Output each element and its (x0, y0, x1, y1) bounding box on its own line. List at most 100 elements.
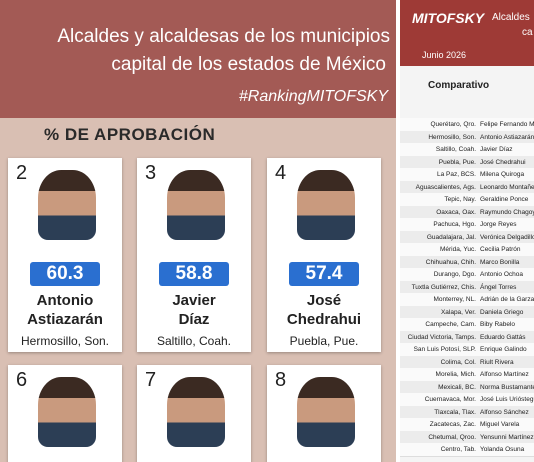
list-row: Zacatecas, Zac. Miguel Varela (400, 418, 534, 432)
mayor: José Luis Urióstegu (480, 396, 534, 403)
list-row: Oaxaca, Oax. Raymundo Chagoya (400, 205, 534, 219)
score: 57.4 (289, 262, 359, 286)
list-row: Monterrey, NL. Adrián de la Garza (400, 293, 534, 307)
photo (297, 170, 355, 240)
list-row: Hermosillo, Son. Antonio Astiazarán (400, 130, 534, 144)
mayor: Yolanda Osuna (480, 446, 525, 453)
city: Durango, Dgo. (433, 271, 476, 278)
city: Tlaxcala, Tlax. (434, 408, 476, 416)
mayor: Yensunni Martínez (480, 433, 534, 441)
city: Saltillo, Coah. (435, 146, 476, 153)
date: Junio 2026 (422, 50, 467, 60)
mayor: Enrique Galindo (480, 346, 527, 353)
list-row: La Paz, BCS. Milena Quiroga (400, 168, 534, 182)
photo (167, 170, 225, 240)
photo (38, 170, 96, 240)
list-row: Chihuahua, Chih. Marco Bonilla (400, 255, 534, 269)
mayor: Milena Quiroga (480, 171, 525, 178)
mayor: Javier Díaz (480, 146, 513, 153)
candidate-card: 3 58.8 Javier Díaz Saltillo, Coah. (137, 158, 251, 352)
title-line: capital de los estados de México (111, 54, 386, 75)
side-header: MITOFSKY Junio 2026 Alcaldes ca (400, 0, 534, 66)
name: José (306, 292, 342, 309)
list-row: Tuxtla Gutiérrez, Chis. Ángel Torres (400, 280, 534, 294)
mayor: Antonio Ochoa (480, 271, 524, 278)
mayor: Ángel Torres (480, 283, 517, 291)
mayor: Raymundo Chagoya (480, 208, 534, 216)
mayor: Daniela Griego (480, 308, 524, 316)
city: Ciudad Victoria, Tamps. (407, 333, 476, 341)
mayor: Alfonso Sánchez (480, 408, 529, 416)
city: Mexicali, BC. (438, 383, 476, 391)
candidate-card: 6 (8, 365, 122, 462)
mayor: Geraldine Ponce (480, 196, 529, 203)
side-panel: MITOFSKY Junio 2026 Alcaldes ca Comparat… (400, 0, 534, 462)
list-row: Aguascalientes, Ags. Leonardo Montañez (400, 180, 534, 194)
name: Chedrahui (286, 311, 362, 328)
city: Mérida, Yuc. (439, 246, 476, 253)
photo (297, 377, 355, 447)
mayor: Leonardo Montañez (480, 183, 534, 191)
city: San Luis Potosí, SLP. (413, 346, 476, 353)
list-row: Mérida, Yuc. Cecilia Patrón (400, 243, 534, 257)
list-row: Querétaro, Qro. Felipe Fernando Ma (400, 118, 534, 132)
list-row: Tepic, Nay. Geraldine Ponce (400, 193, 534, 207)
city: Cuernavaca, Mor. (424, 396, 476, 403)
candidate-card: 8 (267, 365, 381, 462)
rank: 2 (16, 162, 28, 184)
list-row: Saltillo, Coah. Javier Díaz (400, 143, 534, 157)
name: Antonio (36, 292, 94, 309)
mayor: José Chedrahui (480, 158, 526, 166)
city: Chetumal, Qroo. (428, 433, 476, 441)
logo: MITOFSKY (412, 10, 485, 26)
city: Hermosillo, Son. (428, 133, 476, 141)
mayor: Alfonso Martínez (480, 371, 529, 378)
location: Puebla, Pue. (289, 334, 359, 348)
city: Aguascalientes, Ags. (415, 183, 476, 191)
mayor: Felipe Fernando Ma (480, 121, 534, 128)
city: La Paz, BCS. (436, 171, 476, 178)
rank: 8 (275, 369, 287, 391)
side-title: Alcaldes (492, 12, 530, 23)
list-row: Puebla, Pue. José Chedrahui (400, 155, 534, 169)
rank: 4 (275, 162, 287, 184)
list-row: Centro, Tab. Yolanda Osuna (400, 443, 534, 457)
list-row: Campeche, Cam. Biby Rabelo (400, 318, 534, 332)
mayor: Eduardo Gattás (480, 333, 526, 341)
city: Centro, Tab. (440, 446, 476, 453)
list-row: Cuernavaca, Mor. José Luis Urióstegu (400, 393, 534, 407)
side-title: ca (522, 27, 533, 38)
city: Guadalajara, Jal. (426, 233, 476, 241)
list-row: Tlaxcala, Tlax. Alfonso Sánchez (400, 405, 534, 419)
infographic: Alcaldes y alcaldesas de los municipios … (0, 0, 396, 462)
mayor: Norma Bustamante (480, 383, 534, 391)
list-row: Guadalajara, Jal. Verónica Delgadillo (400, 230, 534, 244)
city: Morelia, Mich. (435, 371, 476, 378)
mayor: Cecilia Patrón (480, 246, 521, 253)
photo (167, 377, 225, 447)
score: 58.8 (159, 262, 229, 286)
list-row: Ciudad Victoria, Tamps. Eduardo Gattás (400, 330, 534, 344)
city: Oaxaca, Oax. (436, 208, 476, 216)
city: Campeche, Cam. (425, 321, 476, 328)
title-line: Alcaldes y alcaldesas de los municipios (57, 26, 390, 47)
name: Astiazarán (27, 311, 103, 328)
rank: 7 (145, 369, 157, 391)
mayor: Jorge Reyes (480, 221, 517, 228)
mayor: Biby Rabelo (480, 321, 516, 328)
mayor: Antonio Astiazarán (480, 133, 534, 141)
name: Javier (172, 292, 216, 309)
name: Díaz (178, 311, 210, 328)
city: Querétaro, Qro. (430, 121, 476, 128)
mayor: Adrián de la Garza (480, 296, 534, 303)
candidate-card: 4 57.4 José Chedrahui Puebla, Pue. (267, 158, 381, 352)
score: 60.3 (30, 262, 100, 286)
city: Zacatecas, Zac. (429, 421, 476, 428)
list-row: Durango, Dgo. Antonio Ochoa (400, 268, 534, 282)
city: Pachuca, Hgo. (433, 221, 476, 228)
rank: 3 (145, 162, 157, 184)
city: Monterrey, NL. (433, 296, 476, 303)
city: Puebla, Pue. (438, 158, 476, 166)
hashtag: #RankingMITOFSKY (238, 88, 388, 105)
